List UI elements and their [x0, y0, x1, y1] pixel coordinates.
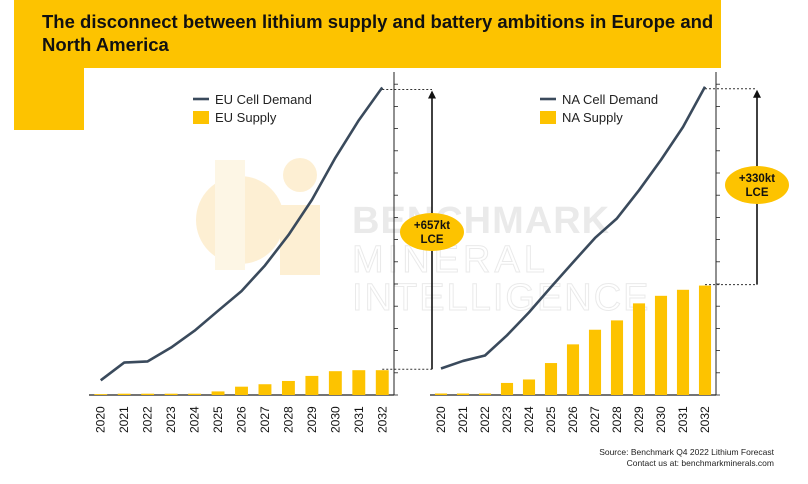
gap-annotation-value: +330kt — [739, 173, 775, 185]
supply-bar-2023 — [164, 393, 178, 395]
x-tick-label: 2025 — [544, 406, 558, 433]
legend-label-supply: NA Supply — [562, 110, 623, 125]
supply-bar-2027 — [258, 384, 272, 395]
gap-arrow-head — [428, 90, 436, 99]
supply-bar-2026 — [566, 344, 580, 395]
supply-bar-2024 — [522, 379, 536, 395]
x-tick-label: 2032 — [375, 406, 389, 433]
watermark-logo — [196, 158, 320, 275]
supply-bar-2027 — [588, 329, 602, 395]
source-note: Source: Benchmark Q4 2022 Lithium Foreca… — [599, 447, 774, 457]
x-tick-label: 2021 — [456, 406, 470, 433]
x-tick-label: 2023 — [164, 406, 178, 433]
x-tick-label: 2031 — [352, 406, 366, 433]
supply-bar-2029 — [305, 375, 319, 395]
x-tick-label: 2031 — [676, 406, 690, 433]
supply-bar-2020 — [434, 393, 448, 395]
x-tick-label: 2022 — [141, 406, 155, 433]
supply-bar-2024 — [188, 393, 202, 395]
supply-bar-2030 — [328, 371, 342, 395]
supply-bar-2025 — [544, 363, 558, 395]
supply-bar-2025 — [211, 391, 225, 395]
x-tick-label: 2029 — [632, 406, 646, 433]
legend-label-supply: EU Supply — [215, 110, 277, 125]
supply-bar-2026 — [235, 386, 248, 395]
x-tick-label: 2024 — [188, 406, 202, 433]
watermark-line3: INTELLIGENCE — [352, 277, 651, 319]
x-tick-label: 2020 — [434, 406, 448, 433]
legend-bar-swatch — [540, 111, 556, 124]
supply-bar-2031 — [352, 370, 366, 395]
legend-bar-swatch — [193, 111, 209, 124]
x-tick-label: 2026 — [566, 406, 580, 433]
x-tick-label: 2032 — [698, 406, 712, 433]
supply-bar-2020 — [94, 394, 108, 395]
supply-bar-2022 — [141, 393, 155, 395]
x-tick-label: 2025 — [211, 406, 225, 433]
legend-label-demand: EU Cell Demand — [215, 92, 312, 107]
x-tick-label: 2029 — [305, 406, 319, 433]
watermark-line1: BENCHMARK — [352, 200, 610, 242]
x-tick-label: 2027 — [588, 406, 602, 433]
chart-na: 2020 2021 2022 2023 2024 2025 2026 2027 2028 2029… — [430, 72, 789, 433]
gap-arrow-head — [753, 89, 761, 98]
x-tick-label: 2027 — [258, 406, 272, 433]
x-tick-label: 2030 — [654, 406, 668, 433]
x-tick-label: 2026 — [235, 406, 249, 433]
title-band-extension — [14, 68, 84, 130]
x-tick-label: 2028 — [610, 406, 624, 433]
supply-bar-2031 — [676, 289, 690, 395]
contact-note: Contact us at: benchmarkminerals.com — [626, 458, 774, 468]
supply-bar-2028 — [281, 380, 295, 395]
gap-annotation-badge — [400, 213, 464, 251]
supply-bar-2028 — [610, 320, 624, 395]
x-tick-label: 2020 — [94, 406, 108, 433]
page-title: The disconnect between lithium supply an… — [42, 11, 714, 55]
x-tick-label: 2028 — [281, 406, 295, 433]
supply-bar-2032 — [698, 285, 712, 395]
x-tick-label: 2024 — [522, 406, 536, 433]
title-band — [14, 0, 721, 68]
supply-bar-2021 — [117, 393, 131, 395]
x-tick-label: 2022 — [478, 406, 492, 433]
chart-eu: 2020 2021 2022 2023 2024 2025 2026 2027 2028 2029… — [89, 72, 464, 433]
x-tick-label: 2023 — [500, 406, 514, 433]
gap-annotation-unit: LCE — [746, 187, 769, 199]
x-tick-label: 2021 — [117, 406, 131, 433]
x-tick-label: 2030 — [328, 406, 342, 433]
supply-bar-2029 — [632, 303, 646, 395]
supply-bar-2032 — [375, 370, 389, 395]
supply-bar-2023 — [500, 382, 514, 395]
supply-bar-2030 — [654, 295, 668, 395]
gap-annotation-unit: LCE — [421, 234, 444, 246]
gap-annotation-badge — [725, 166, 789, 204]
supply-bar-2021 — [456, 393, 470, 395]
gap-annotation-value: +657kt — [414, 220, 450, 232]
legend-label-demand: NA Cell Demand — [562, 92, 658, 107]
supply-bar-2022 — [478, 393, 492, 395]
